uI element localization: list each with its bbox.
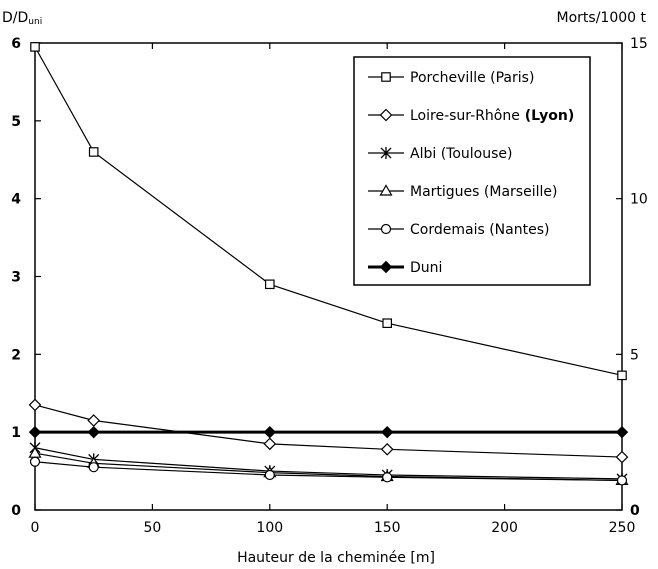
data-point	[264, 469, 275, 481]
data-point	[265, 279, 275, 290]
data-point	[28, 398, 42, 412]
legend-marker	[380, 223, 392, 235]
data-point	[615, 425, 629, 439]
legend-label: Loire-sur-Rhône (Lyon)	[410, 108, 574, 124]
legend-label: Albi (Toulouse)	[410, 146, 512, 162]
series-0	[30, 42, 627, 381]
y-axis-label: D/Duni	[2, 10, 42, 27]
y-tick-label: 6	[11, 36, 21, 52]
data-point	[615, 450, 629, 464]
legend-label: Martigues (Marseille)	[410, 184, 557, 200]
y-tick-label: 4	[11, 192, 21, 208]
data-point	[617, 370, 627, 381]
data-point	[88, 147, 99, 157]
y-tick-label: 1	[11, 425, 21, 441]
legend-label: Duni	[410, 260, 442, 276]
data-point	[263, 437, 277, 451]
x-tick-label: 0	[31, 520, 40, 536]
data-point	[29, 456, 41, 467]
legend-marker	[380, 147, 392, 159]
data-point	[28, 425, 42, 439]
data-point	[382, 318, 392, 328]
x-tick-label: 100	[256, 520, 283, 536]
y2-tick-label: 0	[630, 503, 640, 519]
data-point	[87, 414, 101, 427]
y2-axis-label: Morts/1000 t	[557, 10, 647, 26]
series-1	[28, 398, 629, 464]
series-2	[29, 441, 628, 485]
legend-label: Cordemais (Nantes)	[410, 222, 549, 238]
y-tick-label: 3	[11, 270, 21, 286]
series-layer	[28, 42, 629, 486]
data-point	[263, 425, 277, 439]
x-tick-label: 250	[609, 520, 636, 536]
data-point	[88, 462, 99, 473]
legend-item: Porcheville (Paris)	[368, 70, 534, 86]
data-point	[30, 42, 40, 52]
x-axis-label: Hauteur de la cheminée [m]	[237, 550, 435, 566]
legend-item: Albi (Toulouse)	[368, 146, 512, 162]
data-point	[382, 472, 393, 483]
y-tick-label: 2	[11, 347, 21, 363]
legend-marker	[381, 72, 391, 82]
data-point	[87, 425, 100, 439]
x-tick-label: 150	[374, 520, 401, 536]
x-tick-label: 200	[491, 520, 518, 536]
x-tick-label: 50	[143, 520, 161, 536]
series-5	[28, 425, 629, 439]
legend-marker	[379, 260, 393, 274]
series-4	[29, 456, 628, 486]
data-point	[380, 442, 394, 456]
legend-item: Cordemais (Nantes)	[368, 222, 549, 238]
y2-tick-label: 15	[630, 36, 648, 52]
y-tick-label: 0	[11, 503, 21, 519]
legend-marker	[379, 184, 393, 196]
legend-item: Martigues (Marseille)	[368, 184, 557, 200]
legend-marker	[379, 108, 393, 122]
data-point	[616, 475, 628, 486]
y2-tick-label: 10	[630, 192, 648, 208]
y-tick-label: 5	[11, 114, 21, 130]
data-point	[380, 425, 394, 439]
legend-item: Duni	[368, 260, 442, 276]
legend-box	[353, 56, 591, 286]
legend-item: Loire-sur-Rhône (Lyon)	[368, 108, 574, 124]
legend: Porcheville (Paris) Loire-sur-Rhône (Lyon…	[353, 56, 591, 286]
legend-label: Porcheville (Paris)	[410, 70, 534, 86]
y2-tick-label: 5	[630, 347, 639, 363]
